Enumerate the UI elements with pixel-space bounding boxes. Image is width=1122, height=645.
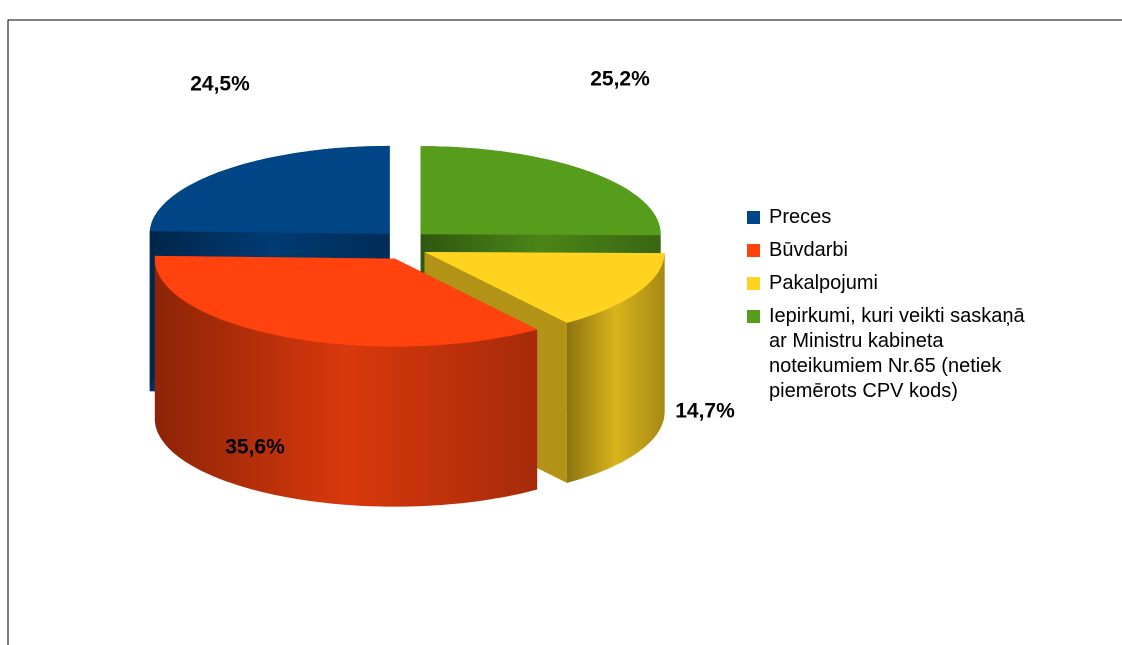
legend-item: Pakalpojumi — [745, 271, 1045, 296]
title-strip — [0, 0, 1122, 16]
legend-item: Iepirkumi, kuri veikti saskaņā ar Minist… — [745, 304, 1045, 404]
chart-frame — [7, 19, 1122, 645]
slice — [149, 145, 390, 234]
slice — [420, 146, 661, 236]
legend-item: Būvdarbi — [745, 238, 1045, 263]
legend-swatch — [747, 277, 760, 290]
slice-wall-shade — [154, 255, 538, 507]
legend-item: Preces — [745, 205, 1045, 230]
slice — [154, 255, 538, 347]
legend-swatch — [747, 211, 760, 224]
legend-label: Pakalpojumi — [769, 272, 878, 294]
legend: Preces Būvdarbi Pakalpojumi Iepirkumi, kuri… — [745, 205, 1045, 412]
slice-wall-shade — [566, 253, 665, 483]
pie: 24,5% 35,6% 14,7% 25,2% — [149, 68, 735, 507]
value-label: 24,5% — [190, 73, 250, 96]
legend-label: Preces — [769, 206, 832, 228]
value-label: 25,2% — [590, 68, 650, 91]
slice — [424, 252, 665, 323]
legend-swatch — [747, 244, 760, 257]
legend-label: Iepirkumi, kuri veikti saskaņā ar Minist… — [769, 305, 1025, 402]
legend-label: Būvdarbi — [769, 239, 848, 261]
value-label: 35,6% — [225, 436, 285, 459]
legend-swatch — [747, 310, 760, 323]
value-label: 14,7% — [675, 400, 735, 423]
